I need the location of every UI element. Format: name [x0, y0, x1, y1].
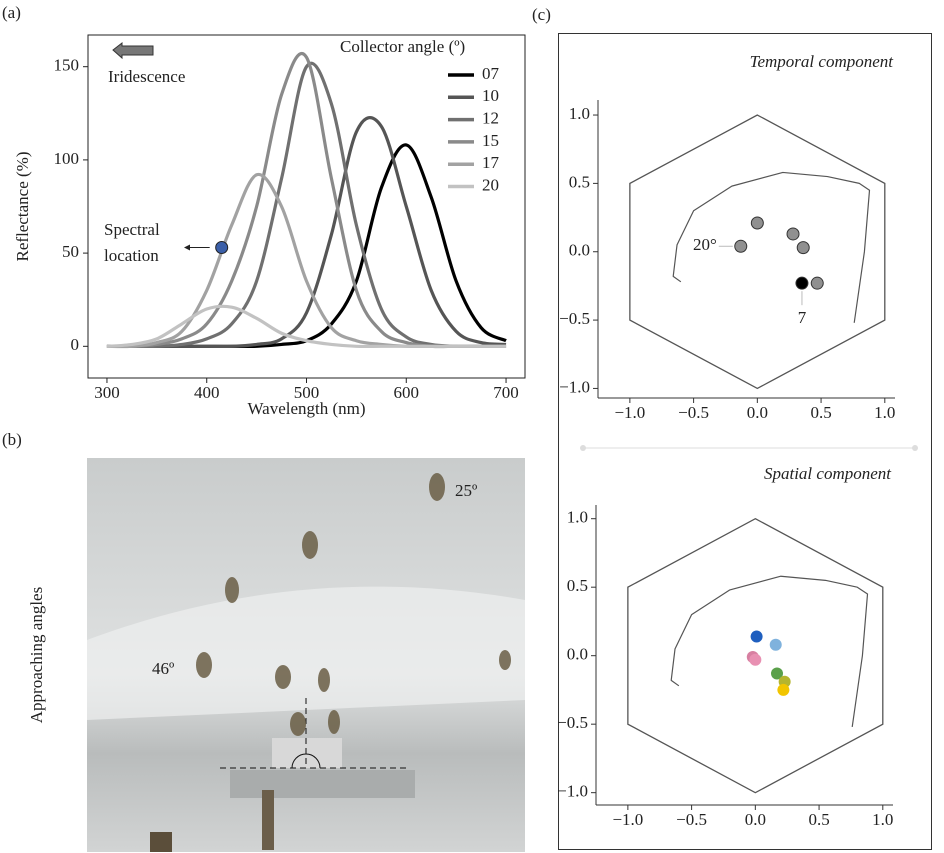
marker-label: Spectral — [104, 220, 160, 239]
panel-frame — [558, 33, 932, 850]
locus — [670, 575, 869, 728]
panel-label: (a) — [2, 3, 21, 22]
x-tick-label: 400 — [194, 383, 220, 402]
photo-annotation: 46º — [152, 659, 174, 678]
legend-title: Collector angle (º) — [340, 37, 465, 56]
series-line — [106, 304, 507, 349]
legend-label: 20 — [482, 175, 499, 194]
x-tick-label: 1.0 — [874, 403, 895, 422]
legend-label: 10 — [482, 86, 499, 105]
y-tick-label: 0.5 — [567, 576, 588, 595]
hexagon — [627, 517, 884, 794]
x-tick-label: 300 — [94, 383, 120, 402]
spectral-marker — [215, 241, 229, 255]
x-tick-label: 700 — [493, 383, 519, 402]
y-tick-label: −1.0 — [559, 377, 590, 396]
divider-end — [580, 445, 586, 451]
y-tick-label: 0 — [71, 335, 80, 354]
photo-angle — [291, 753, 321, 769]
y-tick-label: 1.0 — [567, 508, 588, 527]
point — [777, 683, 790, 696]
y-tick-label: −1.0 — [557, 782, 588, 801]
x-tick-label: 500 — [294, 383, 320, 402]
x-tick-label: 0.5 — [808, 810, 829, 829]
legend-label: 17 — [482, 153, 500, 172]
legend-label: 12 — [482, 109, 499, 128]
y-tick-label: 1.0 — [569, 104, 590, 123]
iridescence-arrow — [112, 41, 154, 60]
point-label: 20° — [693, 235, 717, 254]
photo-object — [272, 738, 342, 768]
photo-ylabel: Approaching angles — [27, 587, 46, 723]
point-label: 7 — [798, 308, 807, 327]
x-tick-label: −0.5 — [678, 403, 709, 422]
legend-label: 07 — [482, 64, 500, 83]
photo-object — [230, 770, 415, 798]
y-tick-label: −0.5 — [557, 713, 588, 732]
photo: 25º 46º Approaching angles — [27, 458, 525, 852]
marker-arrowhead — [184, 244, 190, 251]
photo-highlight — [87, 586, 525, 720]
panel-label: (c) — [532, 5, 551, 24]
y-tick-label: 0.0 — [567, 645, 588, 664]
x-tick-label: −1.0 — [612, 810, 643, 829]
arrow-label: Iridescence — [108, 67, 185, 86]
legend-label: 15 — [482, 131, 499, 150]
y-axis-label: Reflectance (%) — [13, 152, 32, 262]
panel-label: (b) — [2, 430, 22, 449]
marker-label: location — [104, 246, 159, 265]
x-tick-label: 0.0 — [745, 810, 766, 829]
plot-frame — [87, 34, 526, 379]
x-tick-label: 0.5 — [810, 403, 831, 422]
y-tick-label: 150 — [54, 56, 80, 75]
y-tick-label: 50 — [62, 242, 79, 261]
y-tick-label: 0.0 — [569, 241, 590, 260]
x-tick-label: −0.5 — [676, 810, 707, 829]
point — [796, 241, 810, 255]
divider-end — [912, 445, 918, 451]
point — [786, 227, 800, 241]
photo-object — [262, 790, 274, 850]
point — [749, 653, 762, 666]
point — [771, 667, 784, 680]
x-tick-label: 600 — [394, 383, 420, 402]
photo-annotation: 25º — [455, 481, 477, 500]
x-tick-label: 0.0 — [747, 403, 768, 422]
photo-insects — [196, 473, 511, 736]
point — [795, 276, 809, 290]
series-line — [106, 61, 507, 349]
x-tick-label: 1.0 — [872, 810, 893, 829]
chart-title: Spatial component — [764, 464, 892, 483]
locus — [672, 171, 871, 323]
point — [750, 216, 764, 230]
point — [769, 638, 782, 651]
point — [810, 276, 824, 290]
x-axis-label: Wavelength (nm) — [247, 399, 365, 418]
photo-object — [150, 832, 172, 852]
point — [734, 239, 748, 253]
series-line — [106, 116, 507, 349]
series-line — [106, 51, 507, 349]
y-tick-label: 0.5 — [569, 172, 590, 191]
chart-title: Temporal component — [750, 52, 895, 71]
point — [750, 630, 763, 643]
hexagon — [629, 114, 886, 390]
y-tick-label: 100 — [54, 149, 80, 168]
y-tick-label: −0.5 — [559, 309, 590, 328]
x-tick-label: −1.0 — [614, 403, 645, 422]
